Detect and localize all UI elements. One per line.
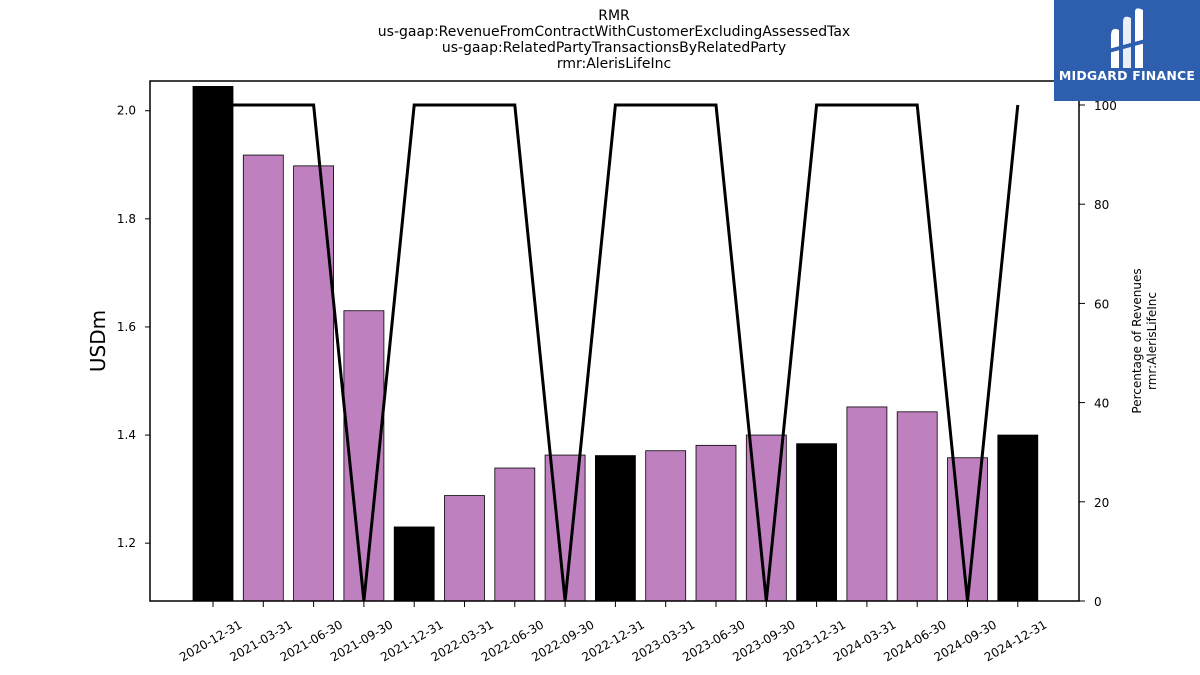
midgard-finance-logo: MIDGARD FINANCE (1054, 0, 1200, 101)
bar-2023-12-31 (796, 443, 837, 602)
bar-2024-06-30 (896, 411, 938, 602)
y2-tick-label: 60 (1094, 297, 1109, 311)
y-axis-label-right-line-2: rmr:AlerisLifeInc (1145, 292, 1159, 390)
logo-text: MIDGARD FINANCE (1058, 68, 1196, 83)
y2-tick-label: 40 (1094, 397, 1109, 411)
y2-tick-label: 0 (1094, 595, 1102, 609)
bar-2022-12-31 (595, 455, 636, 602)
y-tick-label: 1.8 (117, 212, 136, 226)
y-tick-label: 1.4 (117, 428, 136, 442)
bar-2024-09-30 (947, 457, 988, 602)
y-tick-label: 1.2 (117, 536, 136, 550)
midgard-logo-icon (1105, 8, 1149, 69)
bar-2023-03-31 (645, 450, 687, 602)
chart-title: RMR us-gaap:RevenueFromContractWithCusto… (378, 8, 850, 72)
y-axis-label-right-line-1: Percentage of Revenues (1130, 268, 1144, 413)
bar-2024-12-31 (997, 434, 1039, 602)
bar-2023-06-30 (695, 444, 737, 602)
bar-2024-03-31 (846, 406, 888, 602)
bar-2021-12-31 (393, 526, 435, 602)
percentage-line (213, 103, 1020, 602)
y2-tick-label: 80 (1094, 198, 1109, 212)
bar-2022-06-30 (494, 467, 536, 602)
title-line-2: us-gaap:RevenueFromContractWithCustomerE… (378, 24, 850, 40)
y-tick-label: 2.0 (117, 104, 136, 118)
y2-tick-label: 100 (1094, 99, 1117, 113)
plot-frame (149, 80, 1080, 602)
x-axis: 2020-12-312021-03-312021-06-302021-09-30… (177, 601, 1049, 664)
title-line-1: RMR (598, 8, 630, 24)
y2-tick-label: 20 (1094, 496, 1109, 510)
axes (149, 80, 1080, 602)
y-tick-label: 1.6 (117, 320, 136, 334)
y-axis-right: 0 20 40 60 80 100 (1079, 99, 1117, 609)
bar-2021-03-31 (242, 154, 284, 602)
bar-2020-12-31 (192, 86, 234, 602)
y-axis-label-left: USDm (86, 310, 110, 372)
y-axis-left: 1.2 1.4 1.6 1.8 2.0 (117, 104, 150, 550)
title-line-4: rmr:AlerisLifeInc (557, 56, 671, 72)
bar-2022-03-31 (444, 495, 485, 602)
line-layer (213, 103, 1020, 602)
title-line-3: us-gaap:RelatedPartyTransactionsByRelate… (442, 40, 786, 56)
